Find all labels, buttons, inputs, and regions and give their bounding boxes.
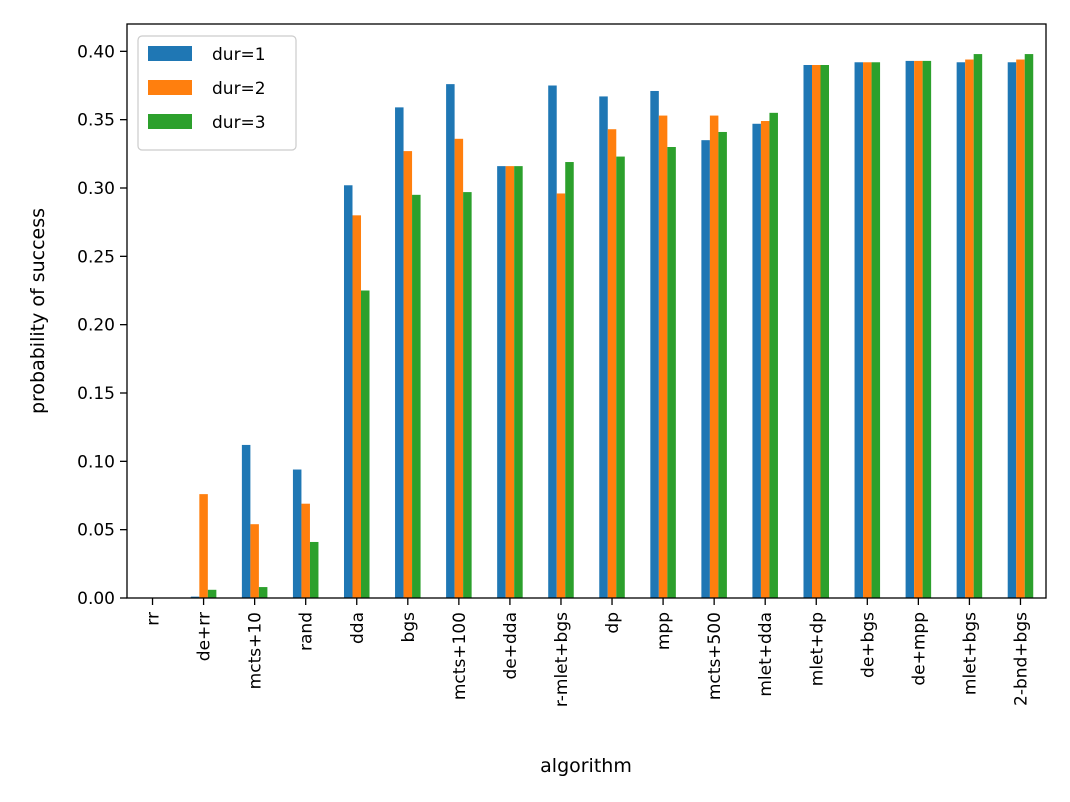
bar-dur2-mlet+dp: [812, 65, 821, 598]
x-tick-label: dp: [603, 612, 623, 634]
x-tick-label: mlet+bgs: [960, 612, 980, 695]
bar-dur1-bgs: [395, 107, 404, 599]
legend: dur=1 dur=2 dur=3: [137, 35, 297, 151]
bar-dur3-mlet+dda: [769, 112, 778, 598]
bar-dur3-de+rr: [207, 589, 217, 598]
bar-dur1-de+mpp: [905, 60, 915, 598]
bar-dur3-mlet+bgs: [973, 54, 983, 598]
x-tick-label: bgs: [399, 612, 419, 643]
bar-dur1-rand: [292, 469, 302, 598]
bar-dur2-mlet+dda: [760, 121, 770, 598]
bar-dur2-dda: [352, 215, 362, 598]
y-tick-label: 0.05: [77, 521, 115, 541]
x-tick-label: mlet+dda: [756, 612, 776, 697]
x-axis: rr de+rr mcts+10 rand dda bgs mcts+100 de+dda r-…: [144, 598, 1031, 707]
bar-dur1-mlet+dda: [752, 123, 761, 599]
y-axis: 0.00 0.05 0.10 0.15 0.20 0.25 0.30 0.35 0.40: [77, 42, 127, 609]
bar-dur2-mlet+bgs: [965, 59, 974, 598]
bar-dur2-dp: [607, 129, 617, 599]
plot-frame: [126, 23, 1047, 599]
y-tick-label: 0.25: [77, 247, 115, 267]
bar-dur2-de+dda: [505, 166, 515, 598]
bar-dur3-de+dda: [514, 166, 523, 598]
bar-dur3-dp: [616, 156, 625, 598]
bar-dur1-dda: [343, 185, 353, 598]
y-tick-label: 0.40: [77, 42, 115, 62]
bar-dur3-mcts+10: [258, 587, 268, 598]
bar-dur1-mlet+dp: [803, 65, 812, 598]
legend-label-dur2: dur=2: [212, 79, 266, 99]
bar-dur1-mcts+500: [701, 140, 710, 599]
bar-dur1-2-bnd+bgs: [1007, 62, 1017, 598]
bar-dur2-de+mpp: [914, 60, 923, 598]
bar-dur3-r-mlet+bgs: [565, 162, 574, 598]
bar-dur1-de+dda: [497, 166, 506, 598]
y-tick-label: 0.15: [77, 384, 115, 404]
x-tick-label: mlet+dp: [807, 612, 827, 686]
bar-dur1-mlet+bgs: [956, 62, 966, 598]
bar-dur2-bgs: [403, 151, 413, 598]
bar-dur3-mcts+100: [463, 192, 472, 598]
x-tick-label: de+rr: [195, 612, 215, 661]
x-tick-label: de+bgs: [858, 612, 878, 678]
bar-dur1-dp: [599, 96, 608, 599]
bar-dur3-de+mpp: [922, 60, 932, 598]
x-tick-label: 2-bnd+bgs: [1011, 612, 1031, 706]
bar-dur1-mcts+100: [446, 84, 455, 598]
x-tick-label: mcts+500: [705, 612, 725, 700]
x-tick-label: r-mlet+bgs: [552, 612, 572, 707]
bar-dur1-r-mlet+bgs: [548, 85, 557, 598]
bar-dur2-mcts+500: [709, 115, 719, 598]
bar-dur2-mpp: [658, 115, 668, 598]
x-tick-label: rand: [297, 612, 317, 651]
legend-label-dur3: dur=3: [212, 113, 266, 133]
legend-swatch-dur2: [148, 80, 192, 95]
x-tick-label: mcts+100: [450, 612, 470, 700]
bar-dur1-de+bgs: [854, 62, 864, 598]
legend-swatch-dur3: [148, 114, 192, 129]
bar-dur2-mcts+10: [250, 524, 259, 598]
x-tick-label: rr: [144, 612, 164, 626]
bar-dur2-de+rr: [199, 494, 208, 598]
bar-dur2-mcts+100: [454, 138, 464, 599]
x-tick-label: mcts+10: [246, 612, 266, 689]
x-tick-label: mpp: [654, 612, 674, 650]
bar-dur3-dda: [361, 290, 370, 598]
bar-dur3-mcts+500: [718, 131, 727, 598]
bar-dur3-2-bnd+bgs: [1024, 54, 1034, 598]
bar-dur3-mlet+dp: [820, 65, 830, 598]
y-axis-label: probability of success: [27, 208, 49, 414]
y-tick-label: 0.30: [77, 179, 115, 199]
y-tick-label: 0.10: [77, 452, 115, 472]
bar-dur3-de+bgs: [871, 62, 881, 598]
bar-dur2-2-bnd+bgs: [1016, 59, 1025, 598]
bar-dur2-r-mlet+bgs: [556, 193, 566, 598]
legend-swatch-dur1: [148, 46, 192, 61]
bar-dur1-de+rr: [190, 596, 200, 598]
x-tick-label: de+dda: [501, 612, 521, 680]
bars-layer: [190, 54, 1034, 599]
bar-dur3-rand: [309, 541, 319, 598]
legend-label-dur1: dur=1: [212, 45, 266, 65]
y-tick-label: 0.20: [77, 316, 115, 336]
x-tick-label: de+mpp: [909, 612, 929, 686]
bar-dur3-mpp: [667, 147, 676, 598]
bar-dur2-de+bgs: [863, 62, 872, 598]
y-tick-label: 0.35: [77, 111, 115, 131]
bar-dur1-mcts+10: [241, 444, 251, 598]
x-axis-label: algorithm: [540, 755, 632, 777]
bar-dur2-rand: [301, 503, 310, 598]
bar-dur3-bgs: [412, 194, 421, 598]
bar-dur1-mpp: [650, 90, 659, 598]
y-tick-label: 0.00: [77, 589, 115, 609]
x-tick-label: dda: [348, 612, 368, 644]
